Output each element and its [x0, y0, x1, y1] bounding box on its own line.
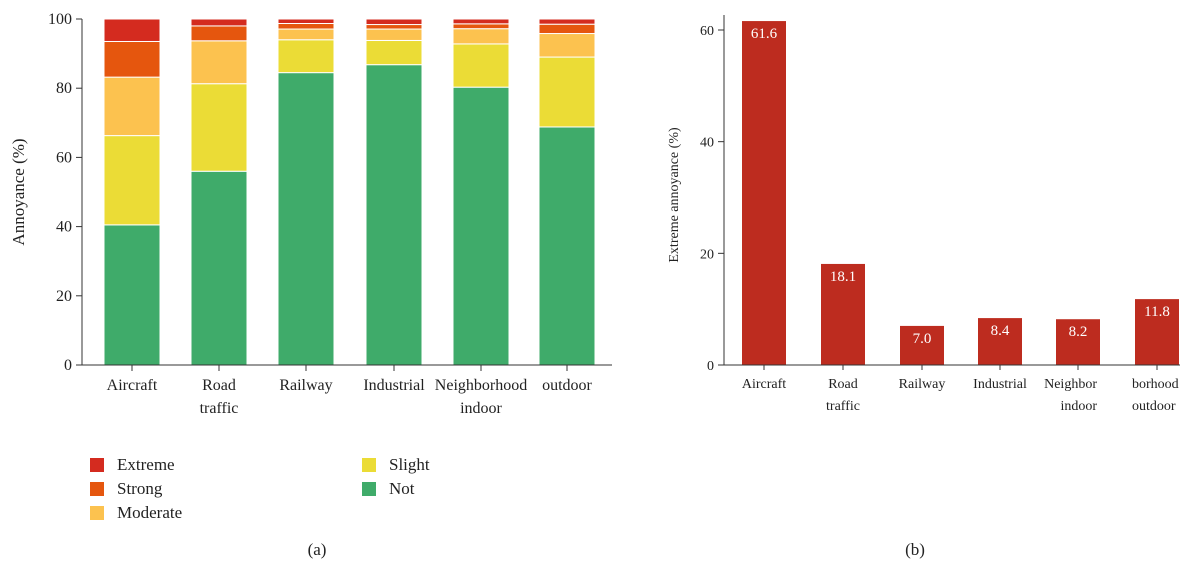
chart-b-y-tick-label: 0: [707, 359, 714, 374]
chart-a-y-tick-label: 100: [48, 11, 72, 28]
chart-a-legend-swatch: [90, 506, 104, 520]
chart-a-x-tick-label: traffic: [200, 400, 239, 417]
chart-a-y-ticks: 0 20 40 60 80 100: [48, 11, 82, 374]
chart-a-y-tick-label: 0: [64, 357, 72, 374]
chart-b-x-tick-label: Railway: [899, 377, 946, 392]
chart-a-bar-segment: [365, 64, 423, 366]
chart-b-data-label: 8.4: [991, 323, 1010, 339]
chart-a-bar-segment: [277, 72, 335, 366]
chart-a-bar-segment: [365, 28, 423, 41]
chart-b-bar: [742, 21, 786, 366]
chart-a-legend-label: Not: [389, 479, 415, 498]
chart-a-bar-segment: [538, 56, 596, 128]
chart-a-legend-label: Slight: [389, 455, 430, 474]
chart-b-y-label: Extreme annoyance (%): [667, 127, 682, 263]
chart-a-bar-segment: [190, 83, 248, 172]
chart-a-y-label: Annoyance (%): [9, 138, 28, 245]
chart-b-data-label: 7.0: [913, 331, 932, 347]
chart-a-panel-label: (a): [308, 540, 327, 559]
chart-a-bar-segment: [277, 22, 335, 30]
chart-a-legend-swatch: [90, 482, 104, 496]
chart-a-legend: Extreme Strong Moderate Slight Not: [90, 455, 430, 522]
chart-a-bar-segment: [277, 28, 335, 41]
chart-a-x-tick-label: Neighborhood: [435, 377, 527, 394]
chart-a-x-tick-label: Industrial: [363, 377, 425, 394]
chart-a-x-tick-label: Railway: [279, 377, 332, 394]
chart-a-x-tick-label: outdoor: [542, 377, 592, 394]
chart-a-bar-segment: [538, 23, 596, 35]
chart-a-bar-segment: [103, 40, 161, 78]
chart-a-bar-segment: [277, 18, 335, 24]
chart-b-x-tick-label: indoor: [1060, 399, 1097, 414]
chart-b-panel-label: (b): [905, 540, 925, 559]
chart-b-y-tick-label: 60: [700, 24, 714, 39]
chart-a-y-tick-label: 80: [56, 80, 72, 97]
chart-a-bar-segment: [452, 28, 510, 45]
chart-a-y-tick-label: 60: [56, 149, 72, 166]
chart-b-y-tick-label: 40: [700, 136, 714, 151]
chart-a-bar-segment: [538, 126, 596, 366]
chart-a-bar-segment: [190, 40, 248, 85]
chart-b-bar: [1056, 319, 1100, 365]
chart-b-x-labels: Aircraft Road traffic Railway Industrial Neig…: [742, 365, 1179, 414]
chart-a-y-tick-label: 40: [56, 219, 72, 236]
chart-a-bar-segment: [190, 18, 248, 27]
chart-b-bar: [821, 263, 865, 365]
chart-a-legend-swatch: [362, 458, 376, 472]
chart-b-data-label: 61.6: [751, 26, 778, 42]
chart-a-bar-segment: [190, 25, 248, 42]
chart-a-bar-segment: [365, 18, 423, 26]
chart-a-bar-segment: [103, 18, 161, 42]
chart-a-bar-segment: [452, 43, 510, 88]
chart-b-bars: 61.6 18.1 7.0 8.4 8.2 11.8: [742, 21, 1179, 366]
chart-a: 0 20 40 60 80 100 Aircraft Road traffic Railway I…: [9, 11, 612, 559]
chart-a-bar-segment: [538, 33, 596, 58]
chart-a-y-tick-label: 20: [56, 288, 72, 305]
chart-b-data-label: 18.1: [830, 269, 856, 285]
chart-a-x-labels: Aircraft Road traffic Railway Industrial Neig…: [107, 365, 593, 417]
chart-b-y-tick-label: 20: [700, 247, 714, 262]
chart-a-bar-segment: [452, 18, 510, 25]
chart-a-x-tick-label: Road: [202, 377, 236, 394]
chart-b-x-tick-label: borhood: [1132, 377, 1179, 392]
chart-b-bar: [900, 325, 944, 365]
chart-a-bar-segment: [452, 23, 510, 30]
chart-b-x-tick-label: Aircraft: [742, 377, 786, 392]
chart-b-bar: [1135, 299, 1179, 365]
chart-a-bars: [103, 18, 596, 366]
chart-b-x-tick-label: outdoor: [1132, 399, 1176, 414]
chart-a-bar-segment: [277, 39, 335, 74]
chart-b-x-tick-label: traffic: [826, 399, 860, 414]
chart-a-legend-label: Strong: [117, 479, 163, 498]
chart-b-x-tick-label: Road: [828, 377, 858, 392]
chart-b-data-label: 8.2: [1069, 324, 1088, 340]
chart-b: 0 20 40 60 61.6 18.1 7.0 8.4 8.2 11.8 Aircraft Ro…: [667, 15, 1180, 559]
chart-b-y-ticks: 0 20 40 60: [700, 24, 724, 374]
chart-a-legend-swatch: [90, 458, 104, 472]
chart-a-bar-segment: [538, 18, 596, 25]
chart-a-legend-swatch: [362, 482, 376, 496]
chart-a-bar-segment: [452, 86, 510, 366]
chart-a-bar-segment: [103, 76, 161, 137]
chart-a-bar-segment: [365, 39, 423, 66]
chart-a-legend-label: Extreme: [117, 455, 175, 474]
chart-a-bar-segment: [365, 24, 423, 30]
chart-a-x-tick-label: indoor: [460, 400, 502, 417]
chart-a-bar-segment: [103, 224, 161, 366]
chart-b-bar: [978, 318, 1022, 365]
chart-a-bar-segment: [190, 170, 248, 366]
chart-b-data-label: 11.8: [1144, 304, 1170, 320]
chart-b-x-tick-label: Neighbor: [1044, 377, 1097, 392]
chart-b-x-tick-label: Industrial: [973, 377, 1027, 392]
chart-a-legend-label: Moderate: [117, 503, 182, 522]
chart-a-x-tick-label: Aircraft: [107, 377, 158, 394]
chart-a-bar-segment: [103, 135, 161, 226]
